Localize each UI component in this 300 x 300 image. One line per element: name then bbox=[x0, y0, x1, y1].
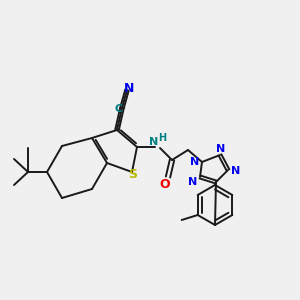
Text: N: N bbox=[231, 166, 241, 176]
Text: N: N bbox=[190, 157, 200, 167]
Text: N: N bbox=[216, 144, 226, 154]
Text: C: C bbox=[115, 104, 123, 114]
Text: S: S bbox=[128, 169, 137, 182]
Text: N: N bbox=[188, 177, 198, 187]
Text: N: N bbox=[124, 82, 134, 95]
Text: O: O bbox=[160, 178, 170, 190]
Text: H: H bbox=[158, 133, 166, 143]
Text: N: N bbox=[149, 137, 159, 147]
